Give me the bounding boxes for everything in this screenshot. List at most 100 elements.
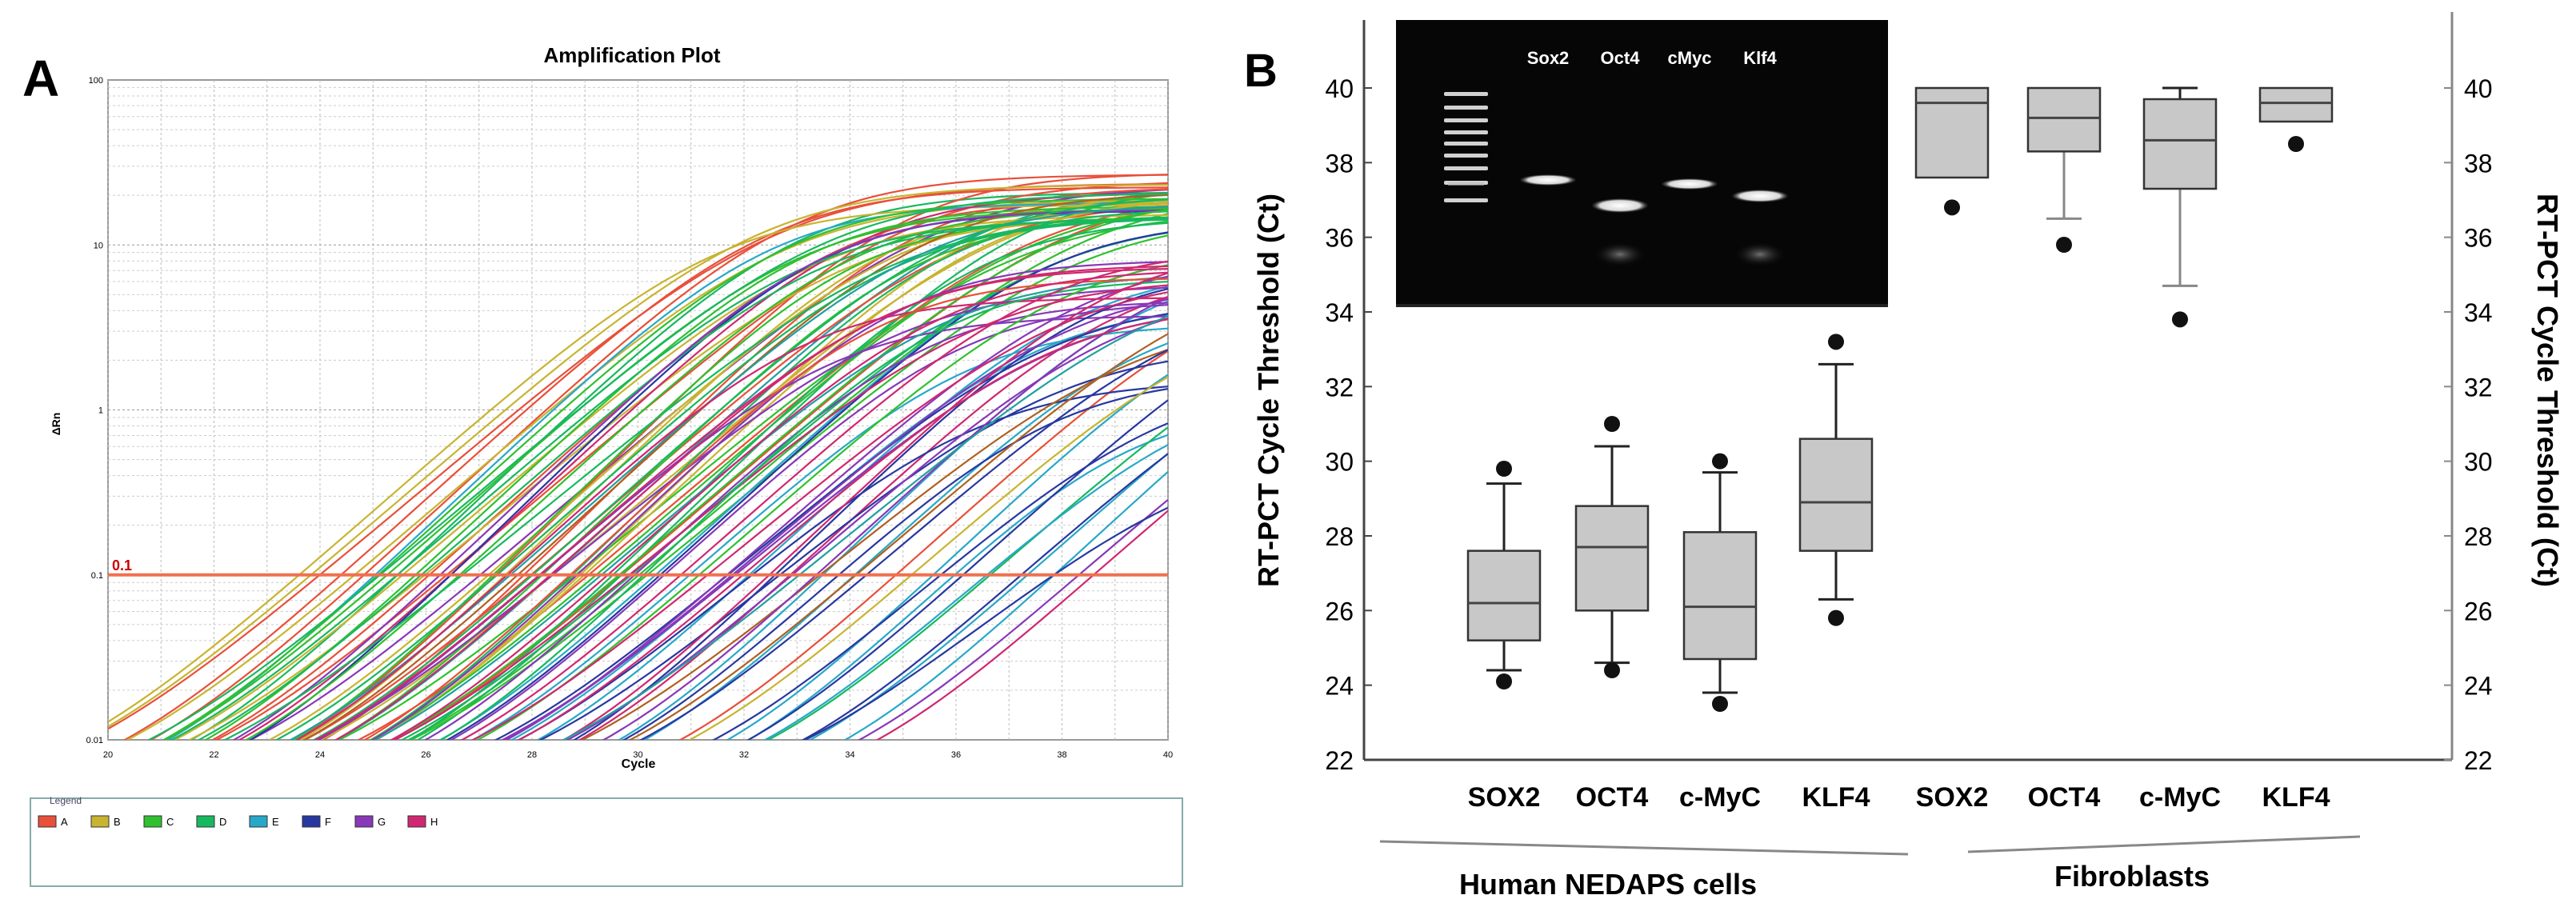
x-tick-label: 22 bbox=[209, 750, 218, 760]
gel-lanes: Sox2 Oct4 cMyc Klf4 bbox=[1519, 48, 1789, 267]
y-tick-label: 40 bbox=[2464, 74, 2493, 103]
box-c-myc[interactable] bbox=[1682, 453, 1758, 712]
box-oct4[interactable] bbox=[2026, 86, 2102, 253]
amplification-curve-F bbox=[746, 399, 1168, 740]
box-iqr bbox=[1466, 549, 1542, 641]
amplification-curve-F bbox=[538, 360, 1168, 740]
legend-swatch[interactable] bbox=[249, 815, 268, 828]
group-label-fibroblasts: Fibroblasts bbox=[2054, 860, 2210, 893]
category-label: SOX2 bbox=[1468, 782, 1541, 813]
legend: Legend A B C D E F G H bbox=[30, 795, 1183, 887]
ladder-band bbox=[1444, 198, 1488, 202]
amplification-curve-G bbox=[374, 276, 1168, 740]
outlier-point[interactable] bbox=[1496, 673, 1512, 689]
outlier-point[interactable] bbox=[2172, 311, 2188, 328]
x-tick-label: 24 bbox=[315, 750, 325, 760]
y-tick-label: 34 bbox=[2464, 298, 2493, 327]
amplification-curve-D bbox=[147, 193, 1168, 740]
legend-label: B bbox=[114, 816, 121, 828]
y-tick-label: 38 bbox=[1325, 149, 1354, 178]
y-tick-label: 30 bbox=[2464, 448, 2493, 477]
box-oct4[interactable] bbox=[1574, 416, 1650, 678]
legend-label: E bbox=[272, 816, 279, 828]
amplification-curve-D bbox=[368, 209, 1168, 740]
outlier-point[interactable] bbox=[1604, 662, 1620, 678]
group-label-human: Human NEDAPS cells bbox=[1459, 868, 1757, 901]
outlier-point[interactable] bbox=[1496, 461, 1512, 477]
legend-label: G bbox=[378, 816, 386, 828]
amplification-curve-D bbox=[312, 198, 1168, 740]
ladder-band bbox=[1444, 106, 1488, 110]
box-iqr bbox=[1574, 505, 1650, 612]
legend-swatch[interactable] bbox=[407, 815, 426, 828]
y-tick-label: 32 bbox=[1325, 373, 1354, 402]
y-tick-label: 22 bbox=[1325, 746, 1354, 775]
amplification-curve-E bbox=[843, 470, 1168, 740]
y-tick-label: 0.01 bbox=[86, 736, 103, 745]
amplification-curve-F bbox=[622, 388, 1168, 740]
outlier-point[interactable] bbox=[1604, 416, 1620, 432]
category-label: OCT4 bbox=[2028, 782, 2101, 813]
legend-swatch[interactable] bbox=[302, 815, 321, 828]
amplification-curve-G bbox=[370, 261, 1168, 740]
amplification-curve-H bbox=[562, 272, 1168, 740]
amplification-curve-C bbox=[302, 194, 1168, 740]
panel-b-letter: B bbox=[1244, 45, 1278, 97]
amplification-curve-A bbox=[149, 174, 1168, 740]
amplification-curve-E bbox=[642, 342, 1168, 740]
outlier-point[interactable] bbox=[1828, 609, 1844, 626]
outlier-point[interactable] bbox=[2288, 136, 2304, 152]
box-sox2[interactable] bbox=[1466, 461, 1542, 689]
outlier-point[interactable] bbox=[1944, 199, 1960, 216]
category-label: c-MyC bbox=[1679, 782, 1761, 813]
legend-swatch[interactable] bbox=[143, 815, 162, 828]
x-tick-label: 40 bbox=[1163, 750, 1173, 760]
outlier-point[interactable] bbox=[2056, 237, 2072, 253]
amplification-curve-G bbox=[475, 264, 1168, 740]
gel-band bbox=[1731, 190, 1789, 202]
legend-swatch[interactable] bbox=[38, 815, 57, 828]
amplification-curve-F bbox=[687, 376, 1168, 740]
box-klf4[interactable] bbox=[2258, 86, 2334, 152]
box-sox2[interactable] bbox=[1914, 86, 1990, 216]
x-tick-label: 32 bbox=[739, 750, 749, 760]
y-tick-label: 28 bbox=[1325, 522, 1354, 551]
amplification-curve-D bbox=[197, 218, 1168, 740]
legend-label: A bbox=[61, 816, 68, 828]
y-tick-label: 36 bbox=[1325, 224, 1354, 253]
threshold-label: 0.1 bbox=[112, 557, 132, 573]
y-tick-label: 1 bbox=[98, 406, 103, 416]
amplification-curve-C bbox=[162, 198, 1168, 740]
x-tick-label: 34 bbox=[845, 750, 854, 760]
amplification-curve-H bbox=[562, 315, 1168, 740]
gel-lane-label: Klf4 bbox=[1743, 48, 1777, 68]
gel-band bbox=[1591, 198, 1649, 213]
legend-swatch[interactable] bbox=[196, 815, 215, 828]
gel-lane-label: Sox2 bbox=[1527, 48, 1570, 68]
amplification-curve-A bbox=[189, 191, 1168, 740]
legend-swatch[interactable] bbox=[354, 815, 374, 828]
box-iqr bbox=[1798, 438, 1874, 552]
amplification-curve-E bbox=[726, 374, 1168, 740]
gel-band bbox=[1661, 178, 1718, 190]
outlier-point[interactable] bbox=[1828, 334, 1844, 350]
amplification-curve-G bbox=[628, 333, 1168, 740]
x-axis-label: Cycle bbox=[622, 757, 656, 771]
legend-swatch[interactable] bbox=[90, 815, 110, 828]
y-tick-label: 0.1 bbox=[91, 571, 103, 581]
outlier-point[interactable] bbox=[1712, 453, 1728, 469]
ladder-band bbox=[1444, 130, 1488, 134]
amplification-curve-B bbox=[108, 204, 1168, 723]
amplification-curve-D bbox=[446, 231, 1168, 740]
amplification-curve-F bbox=[639, 349, 1168, 740]
box-iqr bbox=[1914, 86, 1990, 179]
amplification-curve-H bbox=[471, 291, 1168, 740]
outlier-point[interactable] bbox=[1712, 696, 1728, 712]
gel-smear bbox=[1733, 242, 1787, 267]
box-c-myc[interactable] bbox=[2142, 86, 2218, 328]
box-klf4[interactable] bbox=[1798, 334, 1874, 626]
ct-boxplot: 22 24 26 28 30 32 34 36 38 40 22 24 26 28 30 32 34 36 38 4… bbox=[1252, 12, 2564, 901]
amplification-curve-E bbox=[678, 350, 1168, 740]
ladder-band bbox=[1444, 92, 1488, 96]
amplification-curve-G bbox=[505, 275, 1168, 740]
